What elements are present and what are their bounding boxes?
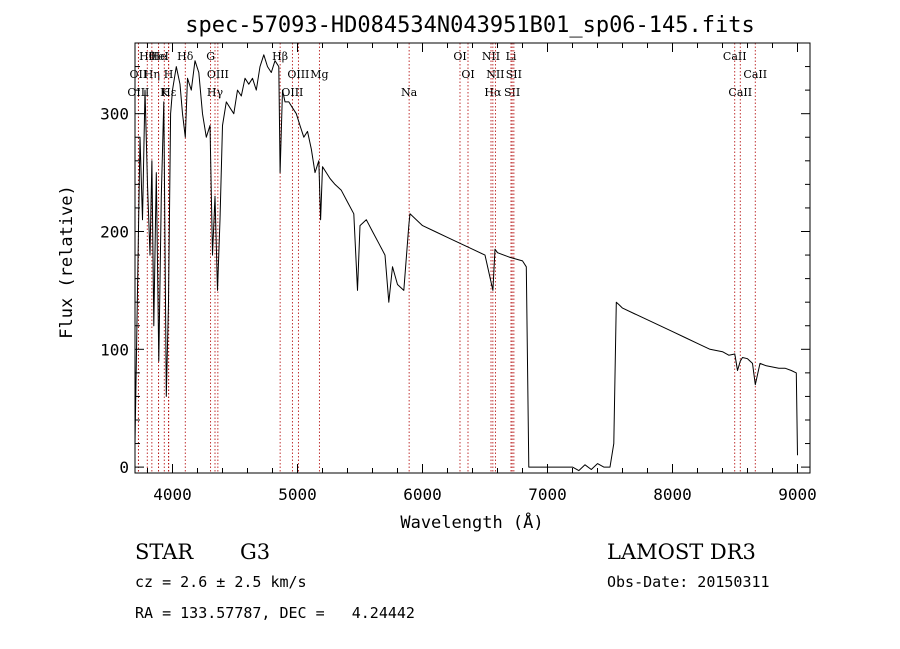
line-marker-label: CaII [743,68,767,81]
line-marker-label: K [160,86,169,99]
plot-frame [134,42,811,474]
line-marker-label: CaII [728,86,752,99]
redshift-cz: cz = 2.6 ± 2.5 km/s [135,573,307,591]
line-marker-label: Hη [144,68,160,81]
line-marker-label: G [206,50,215,63]
line-marker-label: SII [504,86,520,99]
x-axis-label: Wavelength (Å) [400,511,543,533]
line-marker-label: OI [453,50,466,63]
line-marker-label: NII [486,68,504,81]
line-marker-label: Na [401,86,418,99]
line-markers: HθOIIOIIIHeHηKHeIHHεHδOIIIHγGOIIIOIIIHβM… [127,43,767,473]
survey-name: LAMOST DR3 [607,540,756,564]
spectrum-line [134,54,798,472]
line-marker-label: HeI [148,50,168,63]
line-marker-label: Hε [161,86,177,99]
line-marker-label: Hβ [272,50,288,63]
coordinates: RA = 133.57787, DEC = 4.24442 [135,604,415,622]
x-tick-label: 7000 [528,485,567,504]
x-tick-label: 5000 [278,485,317,504]
x-tick-label: 4000 [153,485,192,504]
object-class: STAR [135,540,194,564]
line-marker-label: Hα [484,86,502,99]
y-tick-label: 0 [119,458,129,477]
line-marker-label: SII [506,68,522,81]
y-axis-ticks: 0 100 200 300 [100,66,810,477]
y-tick-label: 100 [100,340,129,359]
x-tick-label: 6000 [403,485,442,504]
line-marker-label: CaII [723,50,747,63]
object-subclass: G3 [240,540,271,564]
y-tick-label: 300 [100,105,129,124]
line-marker-label: OIII [287,68,309,81]
line-marker-label: OI [461,68,474,81]
line-marker-label: OIII [207,68,229,81]
y-axis-label: Flux (relative) [57,185,77,339]
line-marker-label: Mg [310,68,328,81]
line-marker-label: OIII [127,86,149,99]
x-axis-ticks: 4000 5000 6000 7000 8000 9000 [147,43,817,504]
line-marker-label: OIII [281,86,303,99]
line-marker-label: Li [506,50,517,63]
line-marker-label: Hγ [207,86,224,99]
y-tick-label: 200 [100,222,129,241]
line-marker-label: Hδ [177,50,194,63]
x-tick-label: 9000 [778,485,817,504]
spectrum-series [134,54,798,472]
line-marker-label: NII [482,50,500,63]
x-tick-label: 8000 [653,485,692,504]
observation-date: Obs-Date: 20150311 [607,573,770,591]
chart-title: spec-57093-HD084534N043951B01_sp06-145.f… [185,13,755,38]
line-marker-label: He [151,50,167,63]
line-marker-label: Hθ [139,50,156,63]
